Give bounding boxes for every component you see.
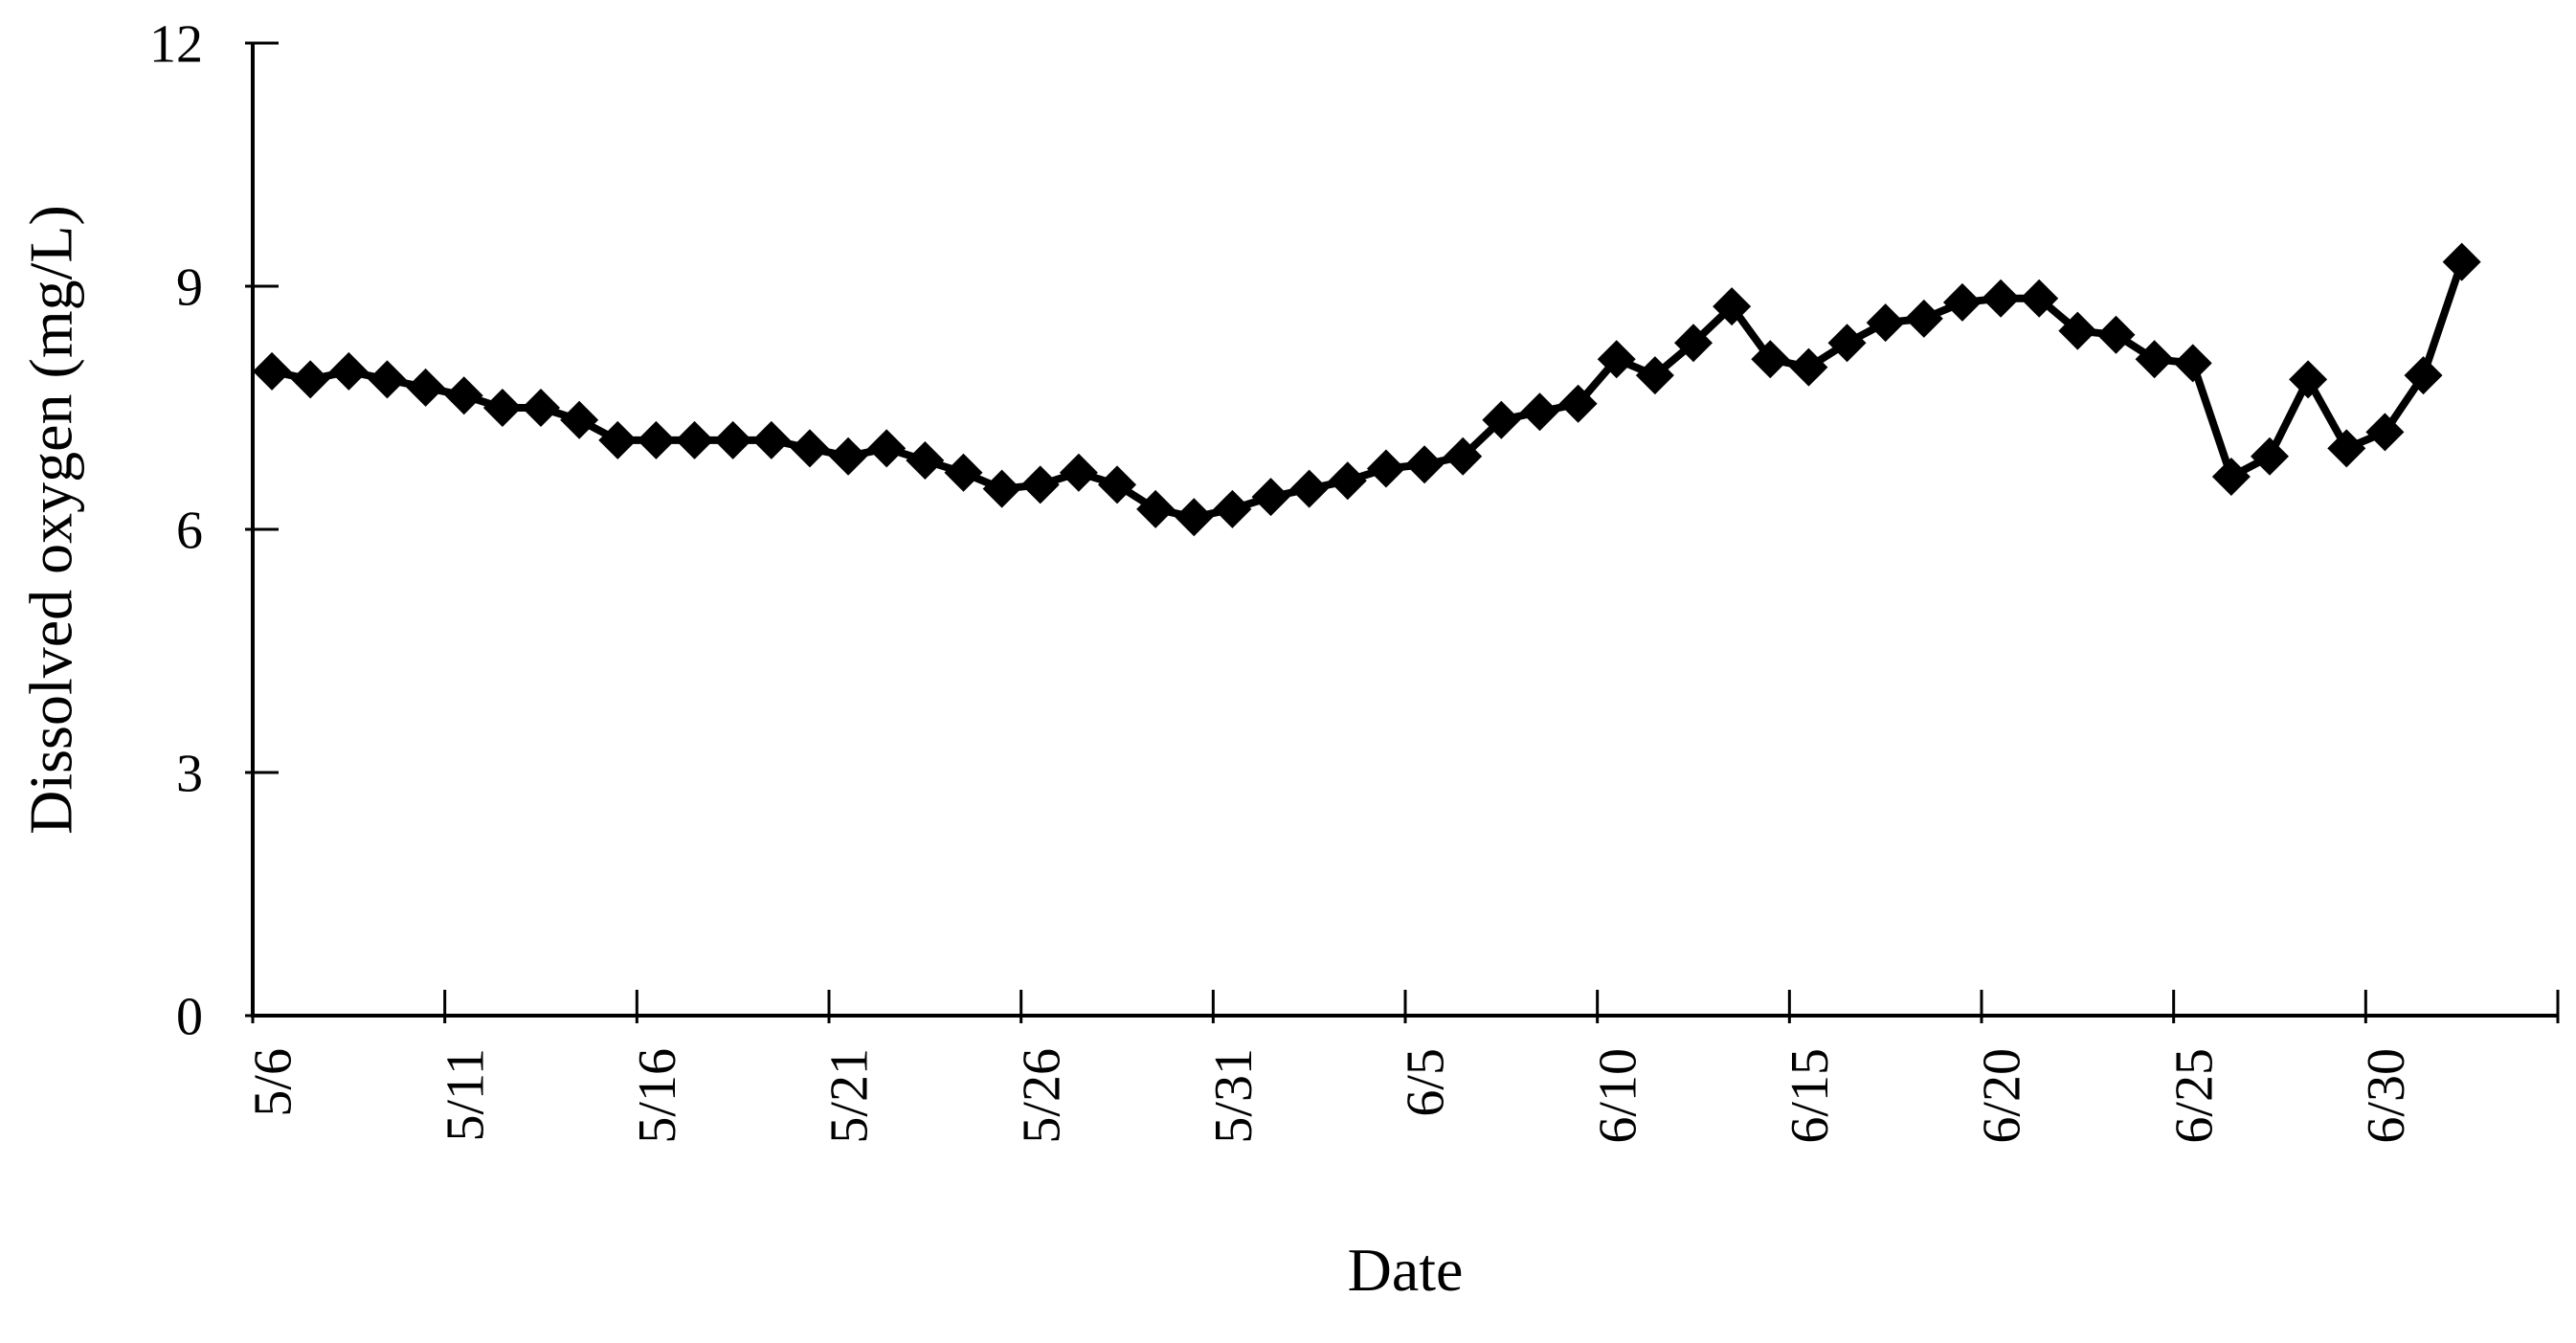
data-point-marker (829, 436, 868, 476)
x-tick-label: 5/16 (628, 1048, 687, 1144)
data-point-marker (1674, 324, 1713, 363)
data-point-marker (790, 429, 829, 468)
data-point-marker (1982, 279, 2021, 318)
data-point-marker (444, 376, 483, 415)
x-axis-ticks: 5/6 5/11 5/16 5/21 5/26 5/31 6/5 6/10 6/15 6/20 6/… (244, 990, 2560, 1144)
data-point-marker (906, 441, 945, 481)
y-tick-label: 3 (176, 745, 203, 804)
x-tick-label: 5/31 (1204, 1048, 1264, 1144)
x-tick-label: 6/15 (1781, 1048, 1840, 1144)
data-point-marker (751, 420, 791, 459)
data-point-marker (2289, 360, 2328, 399)
data-point-marker (1751, 340, 1790, 379)
data-point-marker (406, 368, 445, 407)
data-point-marker (2327, 429, 2366, 468)
data-point-marker (2058, 311, 2097, 350)
data-point-marker (1635, 356, 1674, 395)
data-point-marker (329, 351, 369, 391)
data-point-marker (1597, 340, 1636, 379)
y-tick-label: 6 (176, 502, 203, 561)
data-point-marker (522, 389, 560, 427)
y-axis-title: Dissolved oxygen (mg/L) (16, 205, 84, 835)
data-point-marker (1405, 445, 1445, 484)
y-axis-ticks: 0 3 6 9 12 (149, 15, 279, 1047)
data-point-marker (253, 351, 292, 391)
data-point-marker (291, 360, 330, 399)
y-tick-label: 0 (176, 988, 203, 1047)
y-tick-label: 9 (176, 258, 203, 318)
data-point-marker (2135, 340, 2174, 379)
data-point-marker (2365, 413, 2405, 452)
x-tick-label: 6/25 (2164, 1048, 2224, 1144)
data-point-marker (1444, 436, 1483, 476)
x-tick-label: 5/11 (436, 1048, 495, 1141)
x-tick-label: 6/30 (2357, 1048, 2416, 1144)
x-tick-label: 5/6 (244, 1048, 303, 1117)
data-point-marker (1827, 324, 1867, 363)
data-point-marker (2251, 436, 2289, 476)
data-point-marker (867, 429, 907, 468)
data-point-marker (944, 453, 983, 492)
data-point-marker (1789, 347, 1828, 387)
data-point-marker (560, 400, 599, 439)
data-point-marker (598, 420, 638, 459)
data-point-marker (482, 389, 522, 427)
data-point-marker (637, 420, 676, 459)
data-line (268, 257, 2466, 522)
data-point-marker (1713, 287, 1752, 326)
x-tick-label: 5/26 (1012, 1048, 1071, 1144)
data-point-marker (982, 469, 1021, 508)
data-point-marker (1866, 303, 1905, 343)
x-tick-label: 5/21 (820, 1048, 880, 1144)
x-tick-label: 6/20 (1973, 1048, 2032, 1144)
x-axis-title: Date (1348, 1236, 1464, 1304)
data-point-marker (1020, 465, 1060, 504)
data-point-marker (1136, 489, 1176, 528)
data-point-marker (1366, 449, 1405, 488)
data-point-marker (2442, 242, 2481, 281)
data-point-marker (1328, 461, 1367, 501)
data-point-marker (1289, 469, 1329, 508)
data-point-marker (1175, 498, 1214, 537)
data-point-marker (2020, 279, 2059, 318)
x-tick-label: 6/10 (1588, 1048, 1647, 1144)
data-point-marker (1904, 299, 1943, 338)
data-point-marker (1251, 478, 1290, 517)
data-point-marker (1942, 282, 1982, 322)
data-point-marker (2404, 356, 2443, 395)
data-point-marker (2211, 457, 2251, 496)
data-point-marker (1213, 489, 1252, 528)
data-point-marker (1098, 465, 1136, 504)
y-tick-label: 12 (149, 15, 203, 75)
x-tick-label: 6/5 (1397, 1048, 1456, 1117)
data-point-marker (1059, 453, 1098, 492)
data-series (253, 242, 2481, 537)
data-point-marker (713, 420, 752, 459)
data-point-marker (1558, 384, 1598, 423)
data-point-marker (1482, 400, 1521, 439)
data-point-marker (368, 360, 407, 399)
data-point-marker (2096, 315, 2136, 354)
data-point-marker (1520, 392, 1559, 432)
data-point-marker (2173, 344, 2212, 383)
data-point-marker (675, 420, 714, 459)
